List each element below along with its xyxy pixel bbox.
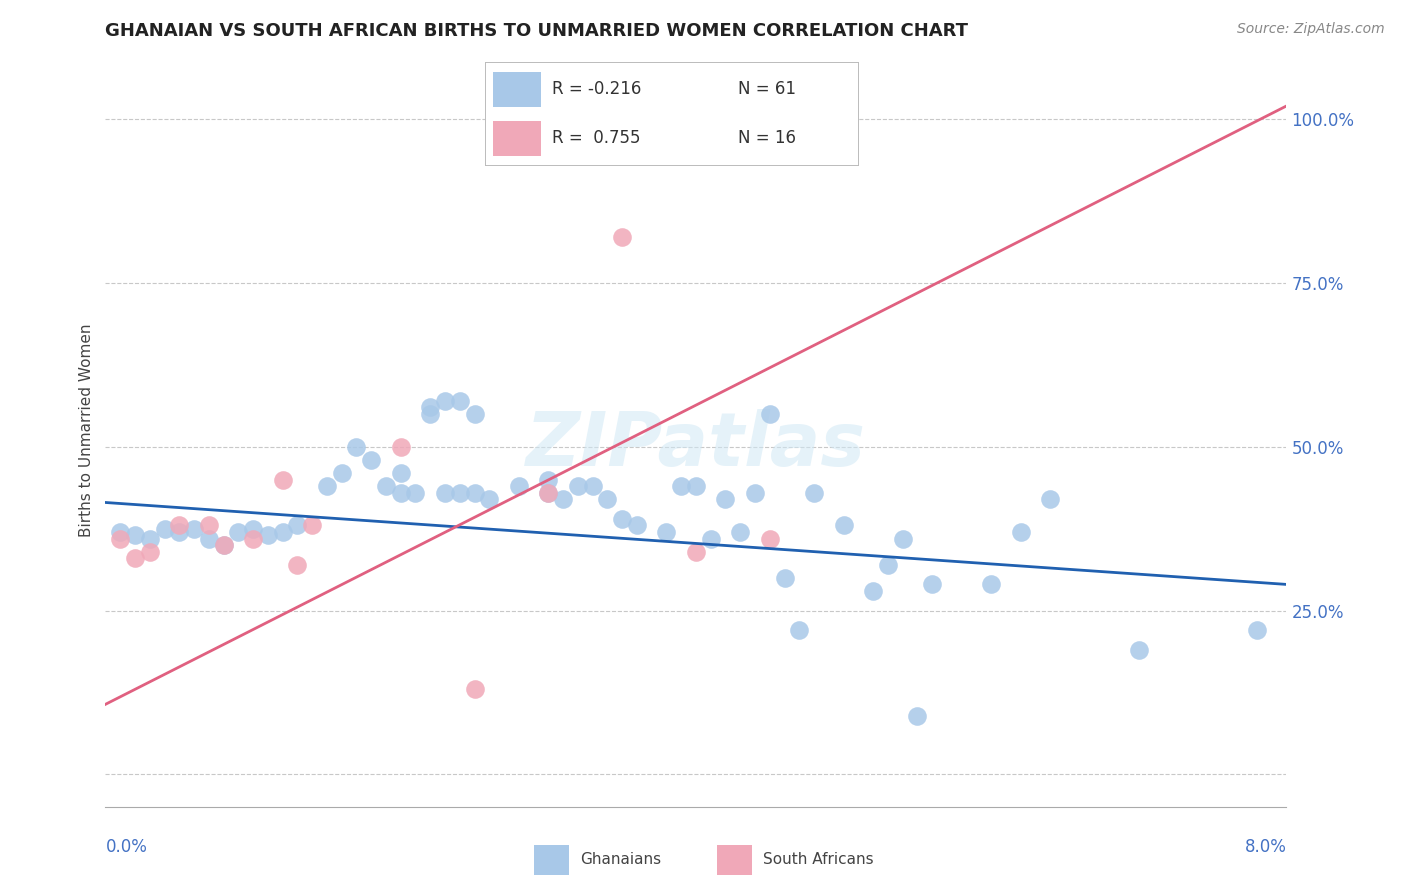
- Point: [876, 558, 898, 572]
- Point: [287, 558, 309, 572]
- Point: [1039, 492, 1062, 507]
- Point: [464, 682, 486, 697]
- Point: [758, 532, 780, 546]
- Point: [405, 485, 427, 500]
- Point: [537, 485, 560, 500]
- Point: [1128, 643, 1150, 657]
- Text: GHANAIAN VS SOUTH AFRICAN BIRTHS TO UNMARRIED WOMEN CORRELATION CHART: GHANAIAN VS SOUTH AFRICAN BIRTHS TO UNMA…: [105, 22, 969, 40]
- Point: [551, 492, 574, 507]
- Point: [685, 479, 707, 493]
- Point: [419, 401, 441, 415]
- Point: [464, 485, 486, 500]
- Point: [832, 518, 855, 533]
- Point: [714, 492, 737, 507]
- Point: [478, 492, 501, 507]
- Point: [169, 524, 191, 539]
- Point: [212, 538, 235, 552]
- Point: [537, 485, 560, 500]
- Point: [153, 522, 176, 536]
- Point: [449, 485, 471, 500]
- Bar: [534, 845, 569, 875]
- Point: [271, 473, 294, 487]
- Point: [744, 485, 766, 500]
- Point: [183, 522, 205, 536]
- Point: [787, 624, 810, 638]
- Point: [581, 479, 603, 493]
- Point: [124, 551, 146, 566]
- Point: [138, 544, 162, 558]
- Point: [419, 407, 441, 421]
- Point: [287, 518, 309, 533]
- Point: [669, 479, 692, 493]
- Point: [389, 440, 412, 454]
- Text: Ghanaians: Ghanaians: [581, 853, 661, 867]
- Point: [655, 524, 678, 539]
- Text: South Africans: South Africans: [762, 853, 873, 867]
- Point: [537, 473, 560, 487]
- Point: [315, 479, 337, 493]
- Point: [1246, 624, 1268, 638]
- Point: [449, 393, 471, 408]
- Point: [197, 532, 219, 546]
- Point: [921, 577, 943, 591]
- Point: [758, 407, 780, 421]
- Point: [197, 518, 219, 533]
- Point: [728, 524, 751, 539]
- Point: [685, 544, 707, 558]
- Point: [271, 524, 294, 539]
- Point: [803, 485, 825, 500]
- Text: R = -0.216: R = -0.216: [553, 80, 641, 98]
- Bar: [492, 71, 541, 106]
- Point: [433, 485, 456, 500]
- Point: [699, 532, 723, 546]
- Point: [374, 479, 396, 493]
- Text: 8.0%: 8.0%: [1244, 838, 1286, 856]
- Point: [610, 512, 633, 526]
- Point: [330, 466, 353, 480]
- Point: [242, 522, 264, 536]
- Text: 0.0%: 0.0%: [105, 838, 148, 856]
- Point: [301, 518, 323, 533]
- Bar: [717, 845, 752, 875]
- Text: Source: ZipAtlas.com: Source: ZipAtlas.com: [1237, 22, 1385, 37]
- Point: [360, 453, 382, 467]
- Point: [389, 485, 412, 500]
- Text: R =  0.755: R = 0.755: [553, 129, 641, 147]
- Point: [212, 538, 235, 552]
- Text: ZIPatlas: ZIPatlas: [526, 409, 866, 482]
- Point: [389, 466, 412, 480]
- Text: N = 61: N = 61: [738, 80, 796, 98]
- Point: [226, 524, 250, 539]
- Point: [1010, 524, 1032, 539]
- Bar: [492, 121, 541, 156]
- Point: [169, 518, 191, 533]
- Y-axis label: Births to Unmarried Women: Births to Unmarried Women: [79, 324, 94, 537]
- Point: [110, 524, 132, 539]
- Point: [508, 479, 530, 493]
- Point: [242, 532, 264, 546]
- Point: [124, 528, 146, 542]
- Point: [773, 571, 796, 585]
- Point: [344, 440, 367, 454]
- Point: [980, 577, 1002, 591]
- Point: [464, 407, 486, 421]
- Point: [110, 532, 132, 546]
- Point: [256, 528, 278, 542]
- Point: [862, 584, 884, 599]
- Point: [138, 532, 162, 546]
- Point: [905, 708, 928, 723]
- Point: [596, 492, 619, 507]
- Point: [610, 230, 633, 244]
- Point: [567, 479, 589, 493]
- Point: [891, 532, 914, 546]
- Point: [626, 518, 648, 533]
- Point: [433, 393, 456, 408]
- Text: N = 16: N = 16: [738, 129, 796, 147]
